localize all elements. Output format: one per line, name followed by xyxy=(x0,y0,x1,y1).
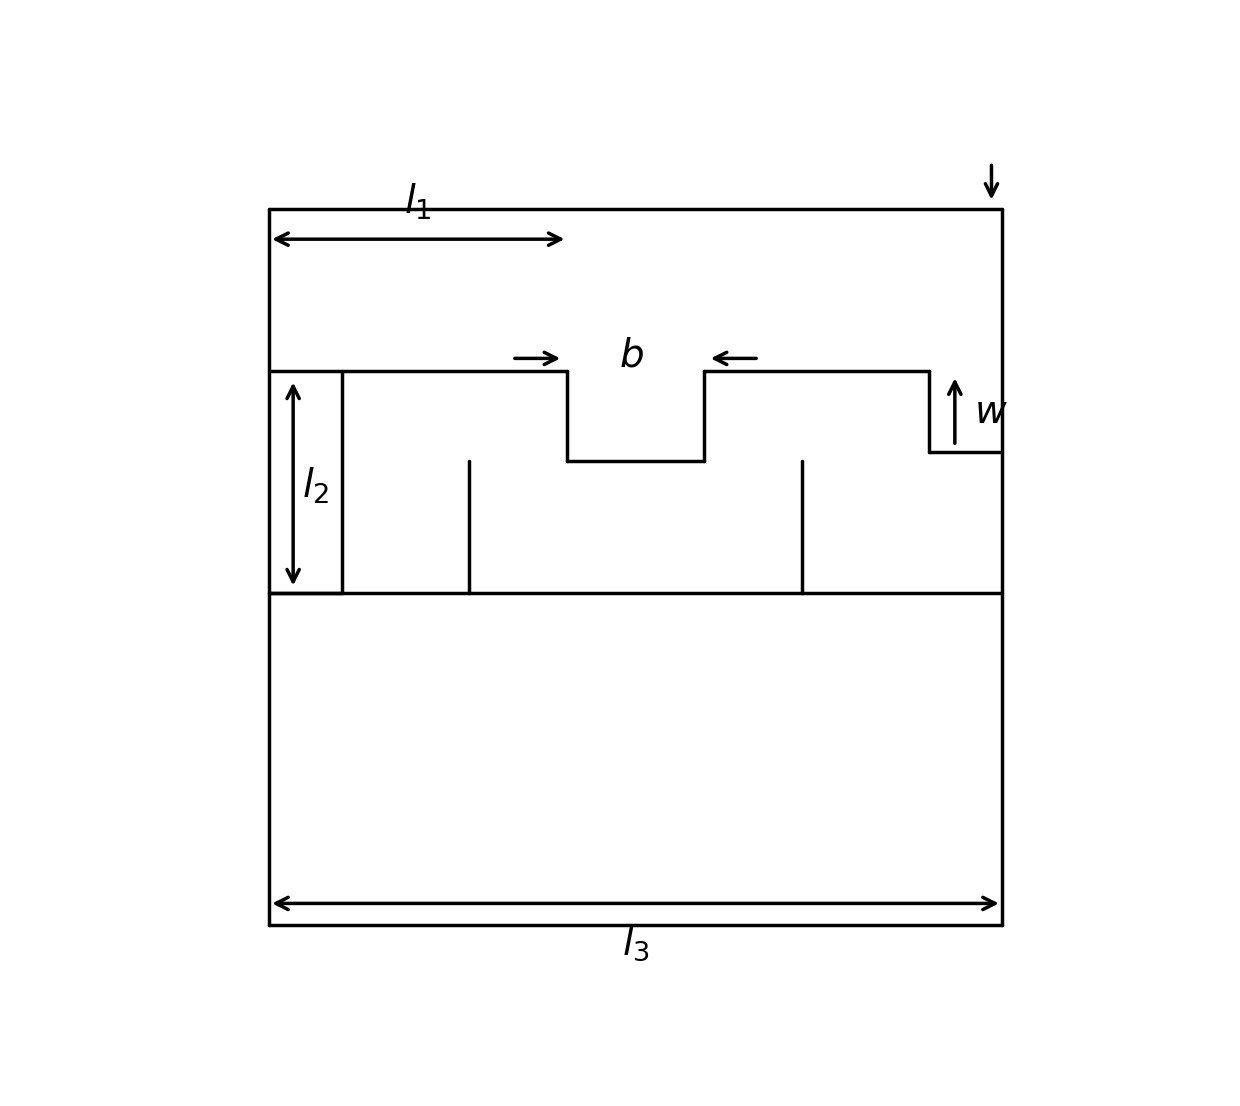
Text: $l_2$: $l_2$ xyxy=(301,466,329,507)
Text: $l_3$: $l_3$ xyxy=(621,924,650,962)
Text: $l_1$: $l_1$ xyxy=(404,181,433,222)
Text: $w$: $w$ xyxy=(975,393,1008,431)
Text: $b$: $b$ xyxy=(619,337,644,375)
